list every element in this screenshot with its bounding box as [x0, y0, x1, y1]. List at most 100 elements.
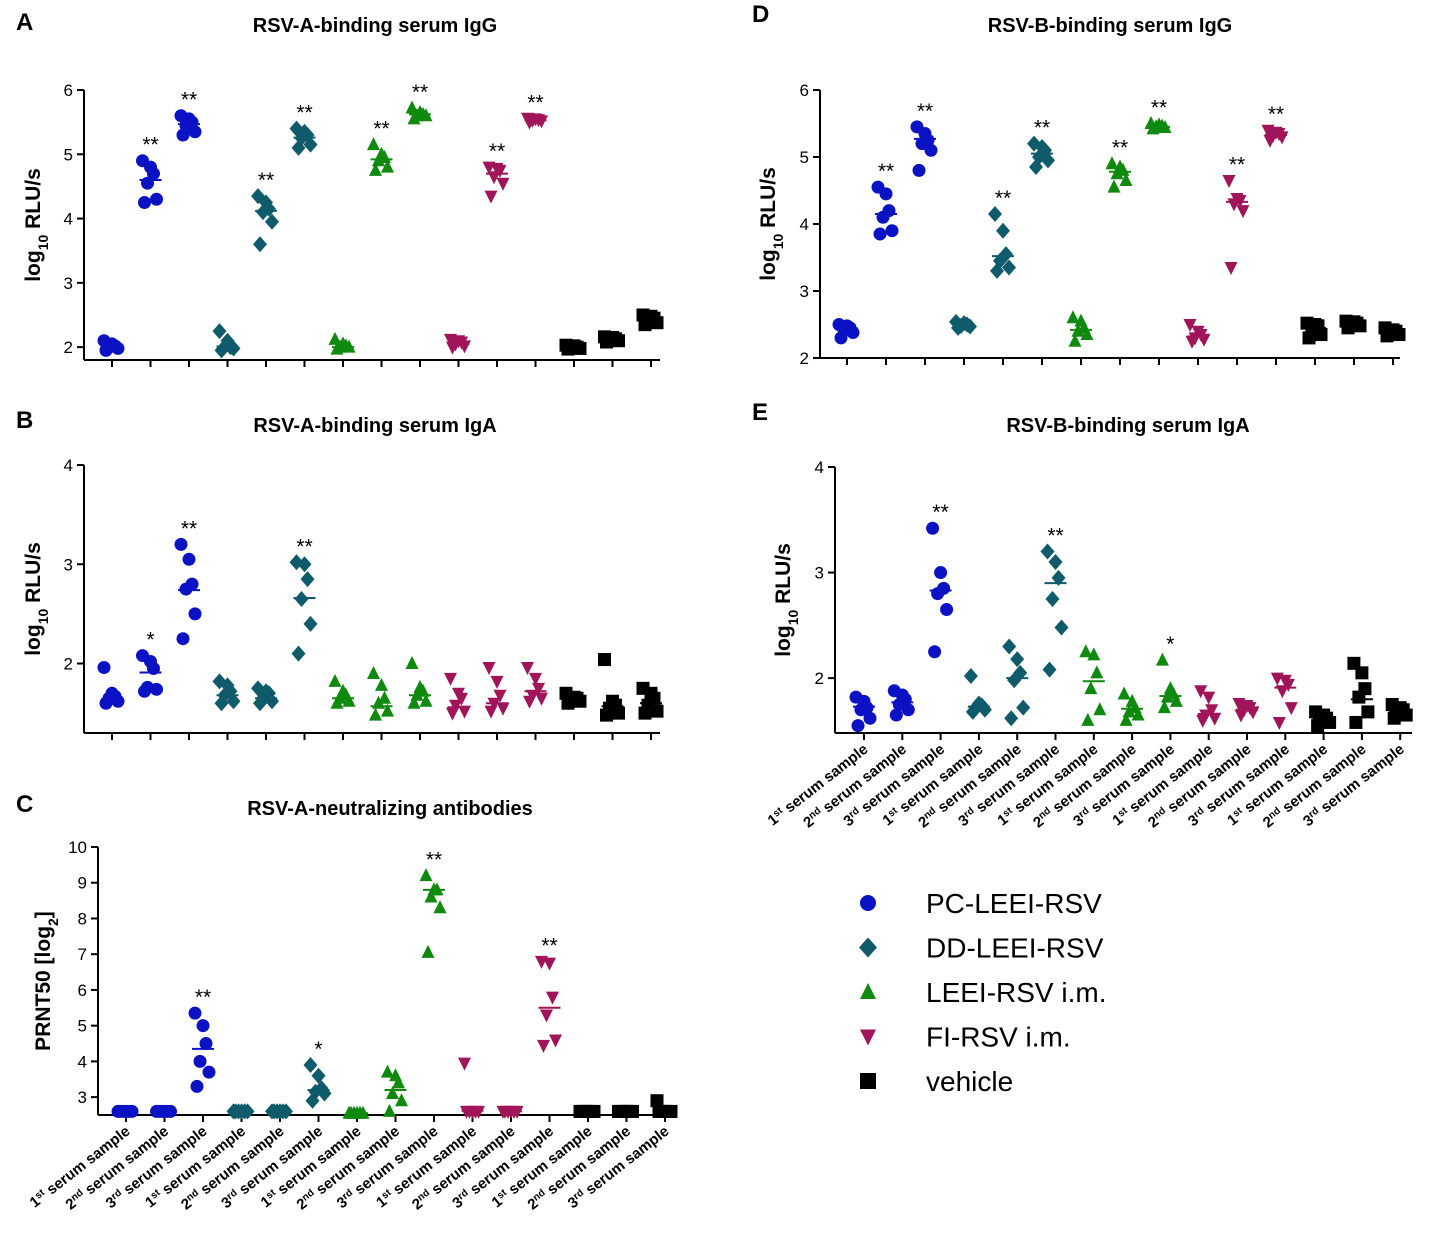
data-point — [375, 677, 388, 691]
data-point — [598, 330, 611, 344]
data-point — [141, 680, 154, 694]
significance-label: ** — [932, 501, 948, 524]
data-point — [1122, 704, 1136, 718]
legend-label: vehicle — [926, 1066, 1013, 1097]
legend-item: vehicle — [860, 1066, 1013, 1097]
data-point — [1155, 652, 1169, 666]
significance-label: * — [314, 1038, 322, 1061]
data-point — [559, 686, 573, 700]
data-point — [526, 689, 539, 703]
y-tick-label: 10 — [68, 838, 87, 857]
significance-label: ** — [995, 187, 1011, 210]
significance-label: ** — [489, 140, 505, 163]
data-point — [1093, 702, 1107, 716]
data-point — [1010, 651, 1025, 668]
panel-label: E — [752, 399, 768, 426]
chart-title: RSV-A-binding serum IgA — [253, 415, 496, 437]
data-point — [940, 603, 954, 616]
data-point — [490, 162, 504, 176]
data-point — [889, 708, 903, 722]
chart-title: RSV-B-binding serum IgG — [988, 15, 1232, 37]
data-point — [253, 236, 267, 253]
significance-label: * — [146, 629, 154, 652]
data-point — [1157, 700, 1171, 714]
significance-label: ** — [195, 986, 211, 1009]
data-point — [369, 707, 382, 721]
data-point — [1004, 710, 1019, 727]
data-point — [413, 679, 427, 693]
data-point — [636, 308, 650, 322]
data-point — [885, 224, 899, 238]
y-tick-label: 3 — [78, 1088, 87, 1107]
y-tick-label: 5 — [800, 148, 809, 167]
data-point — [1016, 699, 1031, 716]
data-point — [999, 246, 1013, 263]
data-point — [303, 615, 318, 632]
data-point — [1194, 685, 1208, 699]
data-point — [386, 1086, 399, 1100]
y-tick-label: 4 — [64, 210, 73, 229]
y-label-part: ] — [32, 911, 55, 918]
data-point — [1270, 672, 1284, 686]
significance-label: ** — [142, 134, 158, 157]
y-tick-label: 8 — [78, 909, 87, 928]
panel-label: C — [16, 791, 33, 818]
data-point — [535, 955, 548, 969]
data-point — [1042, 661, 1057, 678]
data-point — [1236, 205, 1250, 219]
data-point — [392, 1075, 405, 1089]
y-tick-label: 3 — [800, 282, 809, 301]
y-tick-label: 3 — [64, 274, 73, 293]
data-point — [1222, 174, 1236, 188]
data-point — [458, 1057, 471, 1071]
panel-C: C RSV-A-neutralizing antibodies PRNT50 [lo… — [16, 791, 678, 1213]
data-point — [1240, 700, 1254, 714]
significance-label: ** — [527, 91, 543, 114]
y-label-part: log — [22, 624, 45, 656]
y-tick-label: 2 — [815, 669, 824, 688]
y-label-subscript: 10 — [770, 234, 786, 250]
data-point — [378, 690, 391, 704]
data-point — [185, 577, 199, 591]
data-point — [138, 196, 151, 209]
y-axis-label: log10 RLU/s — [22, 542, 51, 656]
data-point — [871, 180, 885, 194]
data-point — [928, 645, 942, 659]
data-point — [988, 205, 1002, 222]
data-point — [196, 1019, 210, 1033]
data-point — [606, 694, 619, 708]
data-point — [1169, 693, 1183, 707]
y-axis-label: log10 RLU/s — [772, 543, 801, 657]
panel-A: A RSV-A-binding serum IgG log10 RLU/s 2 3 4 5 6… — [16, 9, 664, 367]
data-point — [97, 660, 111, 674]
data-point — [136, 649, 149, 663]
data-point — [1339, 314, 1353, 328]
data-point — [407, 695, 421, 709]
y-tick-label: 4 — [78, 1052, 87, 1071]
data-point — [1013, 664, 1028, 681]
data-point — [289, 120, 304, 137]
data-point — [484, 190, 498, 204]
data-point — [1117, 686, 1131, 700]
significance-label: ** — [296, 535, 312, 558]
panel-D: D RSV-B-binding serum IgG log10 RLU/s 2 3 4 5 6… — [752, 1, 1406, 368]
chart-title: RSV-B-binding serum IgA — [1006, 415, 1249, 437]
data-point — [444, 672, 457, 686]
data-point — [419, 868, 433, 882]
y-tick-label: 4 — [64, 456, 73, 475]
data-point — [1027, 135, 1041, 152]
data-point — [1349, 715, 1363, 729]
panel-label: D — [752, 1, 769, 28]
data-point — [220, 332, 235, 349]
data-point — [311, 1067, 326, 1084]
data-point — [1347, 656, 1361, 670]
data-point — [291, 645, 306, 662]
data-point — [367, 137, 380, 151]
data-point — [1110, 166, 1124, 180]
data-point — [389, 1068, 402, 1082]
data-point — [444, 333, 457, 347]
y-label-part: PRNT50 [log — [32, 926, 55, 1051]
legend-item: LEEI-RSV i.m. — [860, 977, 1106, 1008]
significance-label: ** — [412, 81, 428, 104]
